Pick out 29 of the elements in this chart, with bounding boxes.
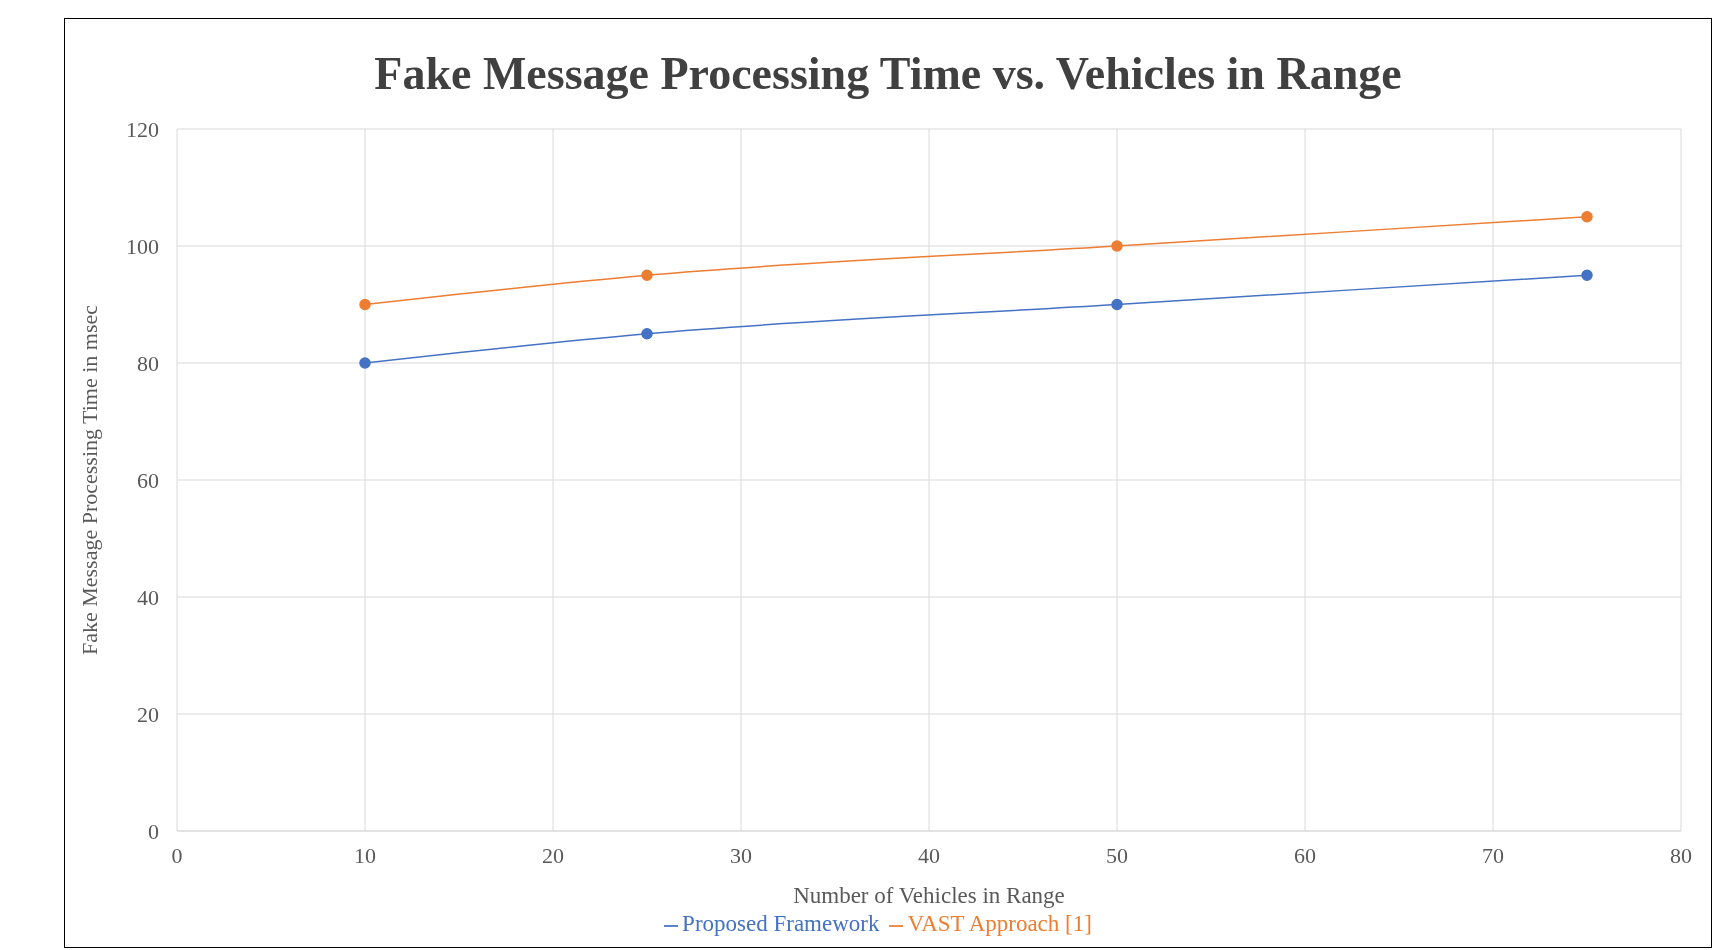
x-axis-title: Number of Vehicles in Range (793, 883, 1065, 908)
y-tick-label: 120 (126, 116, 159, 142)
x-tick-label: 50 (1106, 842, 1128, 868)
y-tick-label: 0 (148, 818, 159, 844)
x-tick-label: 40 (918, 842, 940, 868)
point (1581, 211, 1593, 223)
point (1111, 240, 1123, 252)
point (1111, 298, 1123, 311)
x-tick-label: 70 (1482, 842, 1504, 868)
y-tick-label: 20 (137, 701, 159, 727)
point (641, 328, 653, 340)
x-tick-label: 60 (1294, 842, 1316, 868)
point (1581, 269, 1593, 281)
x-tick-label: 0 (171, 842, 183, 868)
y-tick-label: 80 (137, 350, 159, 376)
y-tick-label: 40 (137, 584, 159, 610)
x-tick-label: 10 (354, 842, 376, 868)
x-tick-label: 30 (730, 842, 752, 868)
legend-label: Proposed Framework (682, 911, 880, 936)
x-tick-label: 80 (1670, 842, 1692, 868)
point (641, 269, 653, 281)
chart-title: Fake Message Processing Time vs. Vehicles in Range (373, 47, 1403, 101)
y-tick-label: 60 (137, 467, 159, 493)
point (359, 357, 371, 369)
point (359, 298, 371, 311)
x-tick-label: 20 (542, 842, 564, 868)
legend-label: VAST Approach [1] (907, 911, 1092, 936)
y-tick-label: 100 (126, 233, 159, 259)
y-axis-title: Fake Message Processing Time in msec (76, 304, 102, 656)
